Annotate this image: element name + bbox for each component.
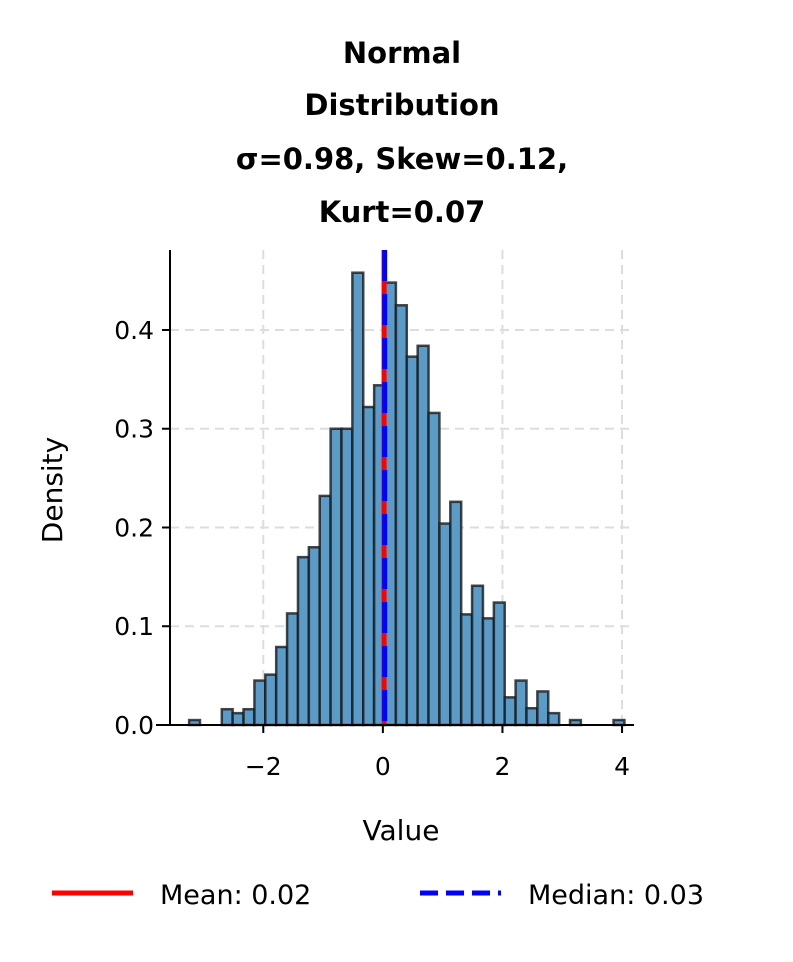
reference-lines (381, 250, 388, 725)
histogram-bar (285, 612, 300, 727)
histogram-bar (264, 673, 278, 727)
axes: −2 0 2 4 0.0 0.1 0.2 0.3 0.4 (114, 250, 634, 781)
histogram-bar (242, 707, 256, 727)
legend-mean-label: Mean: 0.02 (160, 880, 311, 911)
histogram-bar (351, 271, 365, 727)
histogram-bar (449, 500, 463, 727)
histogram-bar (220, 707, 234, 727)
histogram-bar (405, 355, 419, 727)
y-tick-label: 0.0 (114, 711, 154, 740)
histogram-bar (340, 427, 354, 727)
histogram-bar (307, 545, 321, 727)
title-line-3: σ=0.98, Skew=0.12, (236, 142, 568, 176)
histogram-bar (525, 706, 539, 727)
histogram-bar (318, 494, 332, 727)
histogram-bar (438, 522, 452, 727)
histogram-bar (394, 304, 409, 727)
histogram-bar (503, 696, 517, 727)
y-tick-label: 0.3 (114, 415, 154, 444)
x-tick-label: 0 (375, 752, 391, 781)
x-tick-label: −2 (245, 752, 282, 781)
y-tick-label: 0.1 (114, 612, 154, 641)
legend-median-label: Median: 0.03 (528, 880, 704, 911)
histogram-bar (492, 601, 506, 727)
y-axis-label: Density (36, 437, 69, 543)
x-axis-label: Value (363, 814, 440, 847)
title-line-1: Normal (343, 36, 461, 70)
histogram-bars (187, 271, 626, 727)
legend: Mean: 0.02 Median: 0.03 (52, 880, 704, 911)
histogram-bar (416, 344, 430, 727)
histogram-bar (547, 711, 561, 727)
histogram-bar (253, 679, 267, 727)
x-tick-label: 4 (614, 752, 630, 781)
histogram-bar (514, 679, 528, 727)
y-tick-label: 0.4 (114, 316, 154, 345)
title-line-2: Distribution (304, 88, 499, 122)
histogram-bar (274, 645, 289, 727)
title-line-4: Kurt=0.07 (319, 195, 486, 229)
chart-title: Normal Distribution σ=0.98, Skew=0.12, K… (236, 36, 568, 229)
histogram-bar (481, 617, 496, 727)
histogram-bar (362, 405, 376, 727)
histogram-bar (427, 411, 441, 727)
y-tick-label: 0.2 (114, 513, 154, 542)
histogram-bar (231, 711, 245, 727)
histogram-bar (459, 613, 474, 727)
x-tick-label: 2 (495, 752, 511, 781)
histogram-bar (329, 427, 343, 727)
histogram-bar (536, 690, 550, 727)
histogram-bar (470, 584, 485, 727)
histogram-bar (296, 555, 311, 727)
